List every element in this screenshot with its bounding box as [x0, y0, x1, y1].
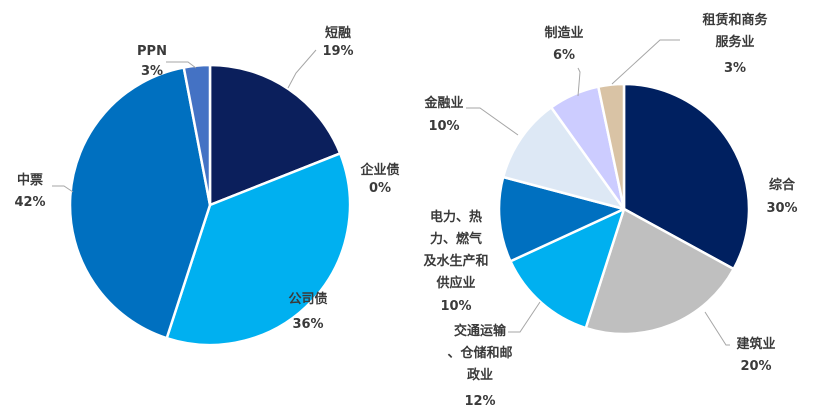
- pie-slice-2: [584, 207, 735, 336]
- label-value-ppn: 3%: [141, 64, 163, 79]
- label-value-dianli: 10%: [440, 299, 471, 314]
- label-name-ppn: PPN: [137, 44, 167, 59]
- pie-slice-4: [68, 66, 212, 340]
- label-name-jiaotong: 交通运输、仓储和邮政业: [447, 323, 512, 383]
- pie-chart-bond-types: 短融 19% 企业债 0% 公司债 36% 中票 42% PPN 3%: [14, 25, 400, 347]
- leader-line-zhongpiao: [52, 185, 74, 193]
- leader-line-duanrong: [287, 49, 317, 89]
- label-value-jinrongye: 10%: [428, 119, 459, 134]
- label-value-zhizaoye: 6%: [553, 48, 575, 63]
- label-name-zhizaoye: 制造业: [544, 25, 583, 41]
- leader-line-jinrongye: [466, 107, 519, 136]
- label-name-zhongpiao: 中票: [17, 172, 43, 188]
- label-name-jianzhuye: 建筑业: [736, 336, 775, 352]
- leader-line-jiaotong: [508, 301, 541, 333]
- label-name-qiyezhai: 企业债: [359, 162, 399, 178]
- label-name-zulin: 租赁和商务服务业: [702, 12, 768, 50]
- label-value-duanrong: 19%: [322, 44, 353, 59]
- pie-slice-1: [208, 63, 342, 207]
- leader-line-zulin: [611, 39, 680, 85]
- leader-line-zhizaoye: [577, 67, 581, 97]
- label-name-duanrong: 短融: [325, 25, 351, 41]
- label-name-jinrongye: 金融业: [423, 95, 463, 111]
- pie-slice-5: [501, 106, 626, 211]
- label-name-zonghe: 综合: [769, 177, 796, 193]
- pie-slice-7: [597, 82, 626, 211]
- pie-slice-1: [622, 82, 751, 271]
- leader-line-jianzhuye: [704, 311, 730, 346]
- leader-line-ppn: [166, 61, 197, 69]
- label-value-jianzhuye: 20%: [740, 359, 771, 374]
- pie-slice-4: [497, 175, 626, 263]
- label-value-zulin: 3%: [724, 61, 746, 76]
- label-value-zonghe: 30%: [766, 201, 797, 216]
- label-value-jiaotong: 12%: [464, 394, 495, 409]
- pie-slice-5: [182, 63, 212, 207]
- pie-chart-industries: 综合 30% 建筑业 20% 交通运输、仓储和邮政业 12% 电力、热力、燃气及…: [423, 12, 797, 409]
- label-value-gongsizhai: 36%: [292, 317, 323, 332]
- pie-slice-3: [165, 152, 352, 347]
- label-name-gongsizhai: 公司债: [288, 291, 327, 307]
- pie-slice-3: [509, 207, 626, 330]
- label-value-zhongpiao: 42%: [14, 195, 45, 210]
- label-name-dianli: 电力、热力、燃气及水生产和供应业: [423, 209, 488, 291]
- label-value-qiyezhai: 0%: [369, 181, 391, 196]
